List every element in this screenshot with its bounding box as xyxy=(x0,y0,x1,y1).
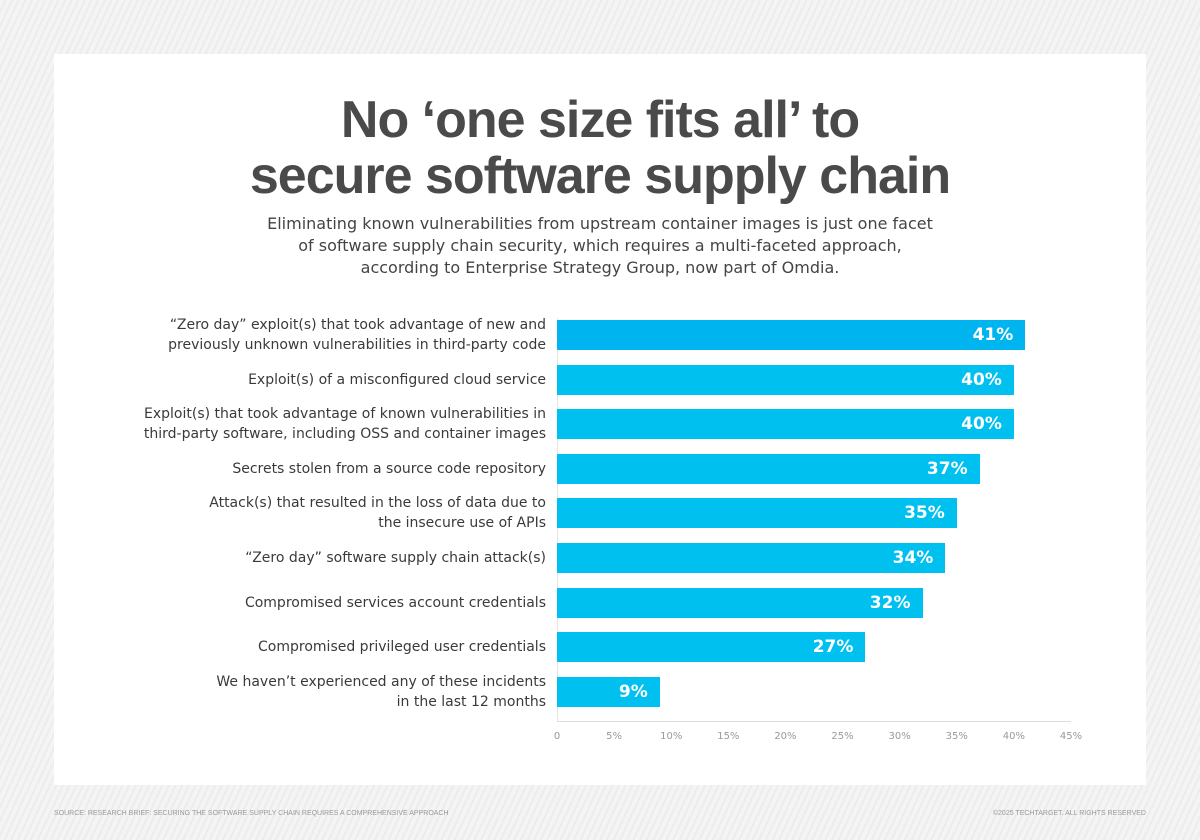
x-tick-label: 20% xyxy=(774,731,797,742)
category-label: Exploit(s) that took advantage of known … xyxy=(143,406,546,443)
x-tick-label: 40% xyxy=(1002,731,1025,742)
bar xyxy=(557,320,1026,350)
x-tick-label: 15% xyxy=(717,731,740,742)
data-label: 37% xyxy=(926,458,968,479)
chart-title: No ‘one size fits all’ to secure software… xyxy=(249,91,951,205)
copyright: ©2025 TECHTARGET. ALL RIGHTS RESERVED xyxy=(992,810,1146,817)
x-tick-label: 30% xyxy=(888,731,911,742)
data-label: 41% xyxy=(972,325,1014,345)
bar xyxy=(557,632,866,663)
bar xyxy=(557,453,980,484)
category-label: Secrets stolen from a source code reposi… xyxy=(232,460,546,477)
category-label: Compromised privileged user credentials xyxy=(258,639,546,656)
data-label: 27% xyxy=(812,637,854,658)
category-label: Attack(s) that resulted in the loss of d… xyxy=(209,495,546,532)
bar xyxy=(557,364,1014,395)
bar xyxy=(557,676,660,707)
x-tick-label: 0 xyxy=(553,731,561,742)
x-tick-label: 45% xyxy=(1059,731,1083,742)
category-label: We haven’t experienced any of these inci… xyxy=(216,673,546,710)
bar xyxy=(557,498,957,529)
x-axis-line xyxy=(557,721,1071,722)
bar xyxy=(557,543,946,573)
x-tick-label: 35% xyxy=(945,731,968,742)
data-label: 34% xyxy=(892,548,934,568)
source-note: SOURCE: RESEARCH BRIEF: SECURING THE SOF… xyxy=(54,810,449,817)
chart-subtitle: Eliminating known vulnerabilities from u… xyxy=(267,214,933,277)
data-label: 40% xyxy=(961,414,1002,435)
category-label: Compromised services account credentials xyxy=(244,594,546,611)
x-tick-label: 10% xyxy=(660,731,683,742)
data-label: 35% xyxy=(904,503,945,524)
category-label: “Zero day” exploit(s) that took advantag… xyxy=(168,317,546,353)
bar xyxy=(557,587,923,618)
data-label: 32% xyxy=(869,592,911,613)
bar xyxy=(557,409,1014,440)
data-label: 9% xyxy=(618,681,648,702)
data-label: 40% xyxy=(961,369,1002,390)
x-tick-label: 5% xyxy=(606,731,623,742)
x-tick-label: 25% xyxy=(831,731,854,742)
category-label: “Zero day” software supply chain attack(… xyxy=(245,550,546,566)
category-label: Exploit(s) of a misconfigured cloud serv… xyxy=(248,371,546,388)
